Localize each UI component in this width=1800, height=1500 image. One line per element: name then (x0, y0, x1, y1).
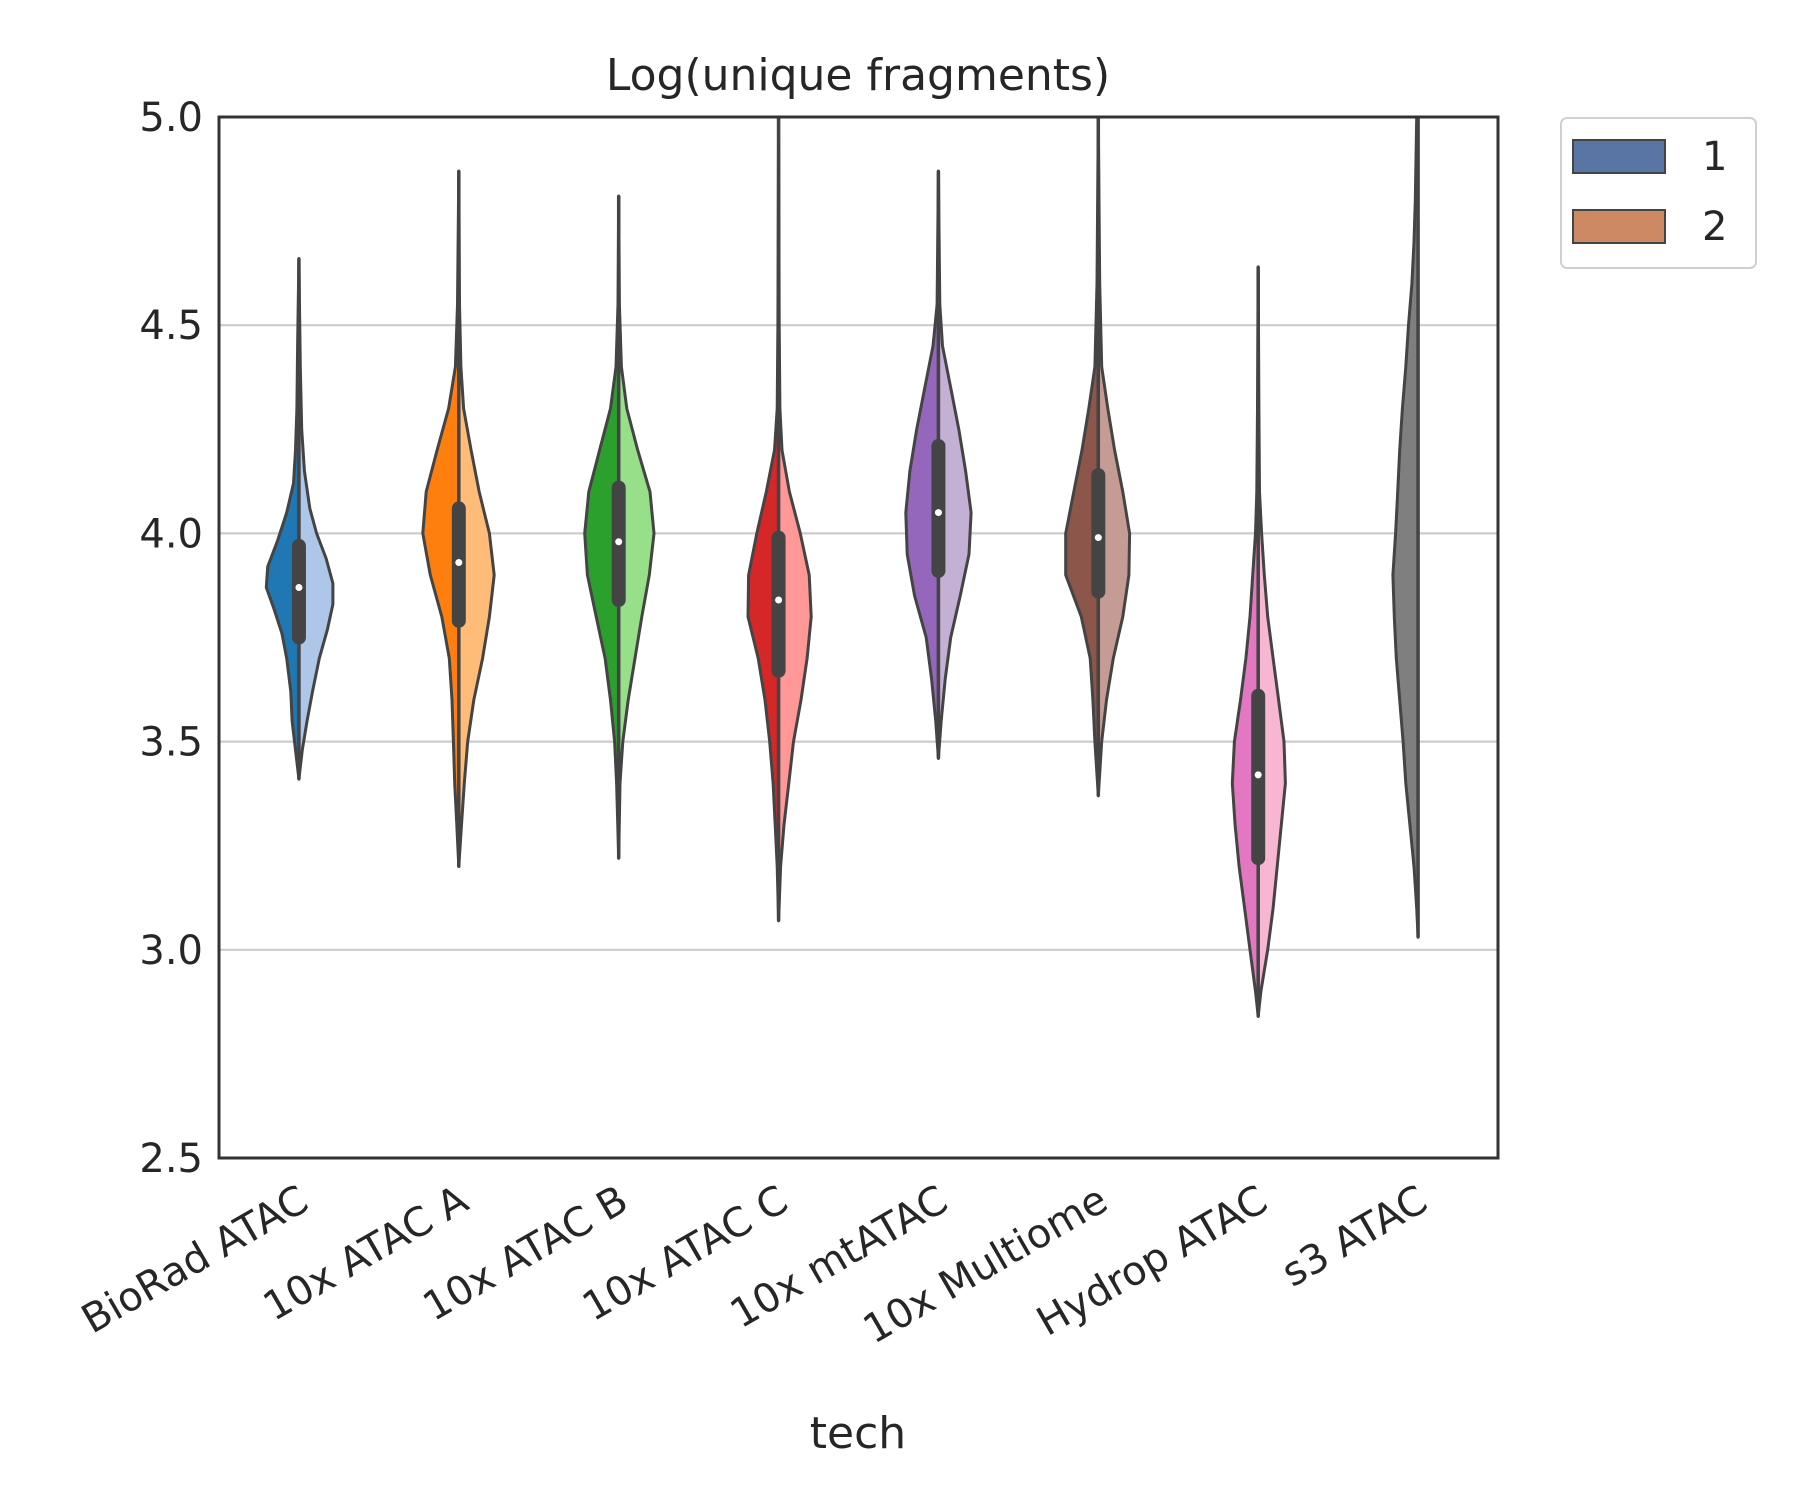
violin-half-2 (1096, 115, 1132, 798)
violin-hydrop-atac (1230, 265, 1287, 1018)
violin-10x-mtatac (904, 169, 973, 760)
violin-half-1 (264, 257, 301, 781)
violin-biorad-atac (264, 257, 335, 781)
y-tick-label: 3.5 (139, 720, 203, 766)
legend-swatch-1 (1572, 139, 1666, 174)
violin-median (1254, 771, 1262, 779)
violin-10x-atac-c (746, 115, 813, 923)
violin-half-2 (1256, 265, 1287, 1018)
violin-median (455, 559, 463, 567)
legend-label-2: 2 (1702, 204, 1727, 250)
violin-median (775, 596, 783, 604)
violin-10x-atac-b (583, 194, 656, 860)
legend-label-1: 1 (1702, 134, 1727, 180)
legend: 12 (1560, 117, 1757, 269)
violin-median (615, 538, 623, 546)
violin-half-2 (777, 115, 813, 923)
y-tick-label: 4.5 (139, 303, 203, 349)
violin-half-1 (1230, 265, 1260, 1018)
y-tick-label: 3.0 (139, 928, 203, 974)
x-tick-label: s3 ATAC (1274, 1177, 1435, 1296)
violins (264, 115, 1420, 1018)
violin-s3-atac (1391, 115, 1420, 939)
violin-median (1094, 534, 1102, 542)
violin-half-2 (297, 257, 335, 781)
y-gridlines (219, 324, 1498, 951)
violin-median (295, 584, 303, 592)
violin-half-1 (746, 115, 781, 923)
y-tick-label: 4.0 (139, 511, 203, 557)
chart-title: Log(unique fragments) (606, 50, 1110, 101)
violin-half-1 (1064, 115, 1100, 798)
violin-10x-atac-a (421, 169, 496, 869)
legend-swatch-2 (1572, 209, 1666, 244)
violin-half-1 (1391, 115, 1420, 939)
x-axis-label: tech (810, 1408, 906, 1459)
plot-frame (217, 115, 1500, 1160)
y-tick-labels: 2.5 3.0 3.5 4.0 4.5 5.0 (139, 95, 203, 1182)
y-tick-label: 5.0 (139, 95, 203, 141)
y-tick-label: 2.5 (139, 1136, 203, 1182)
violin-10x-multiome (1064, 115, 1132, 798)
violin-median (934, 509, 942, 517)
